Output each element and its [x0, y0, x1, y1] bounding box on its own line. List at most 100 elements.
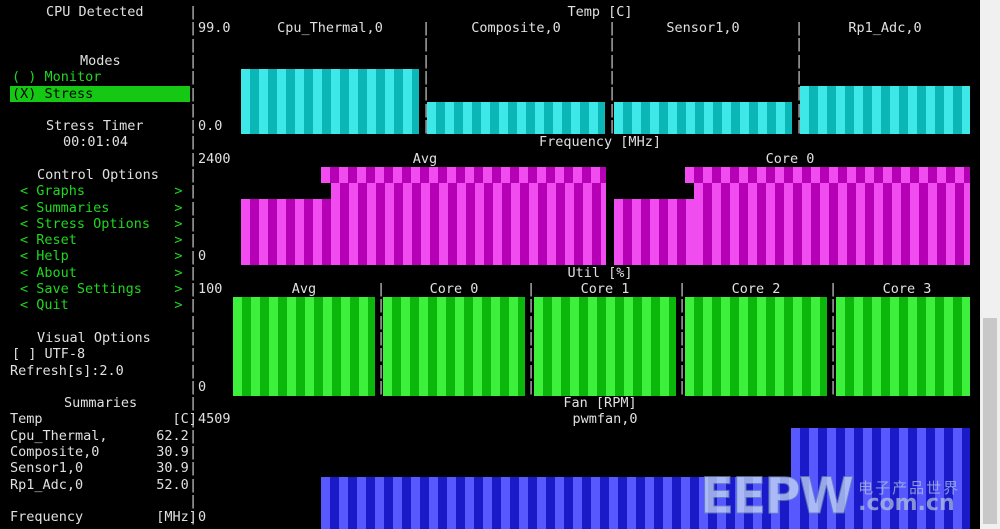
- fan-ymin: 0: [198, 509, 207, 525]
- util-column-separator: |: [527, 362, 536, 379]
- util-column-separator: |: [377, 378, 386, 395]
- temp-bar-sensor1: [614, 102, 792, 134]
- sidebar-divider-pipe: |: [189, 36, 198, 53]
- util-column-separator: |: [377, 329, 386, 346]
- mode-stress-radio[interactable]: (X) Stress: [10, 86, 190, 103]
- util-column-separator: |: [678, 362, 687, 379]
- sidebar-divider-pipe: |: [189, 297, 198, 314]
- visual-options-title: Visual Options: [37, 330, 151, 346]
- util-column-separator: |: [678, 297, 687, 314]
- sidebar-divider-pipe: |: [189, 509, 198, 526]
- util-bar-core3: [836, 297, 970, 396]
- sidebar-divider-pipe: |: [189, 395, 198, 412]
- util-bar-core1: [534, 297, 676, 396]
- menu-quit[interactable]: < Quit >: [20, 297, 183, 313]
- util-column-separator: |: [527, 346, 536, 363]
- temp-label-rp1-adc: Rp1_Adc,0: [848, 20, 922, 36]
- util-column-separator: |: [829, 313, 838, 330]
- summary-freq-header: Frequency [MHz]: [10, 509, 197, 525]
- menu-about[interactable]: < About >: [20, 265, 183, 281]
- temp-column-separator: |: [422, 101, 431, 118]
- summary-temp-row: Cpu_Thermal, 62.2: [10, 428, 189, 444]
- temp-column-separator: |: [795, 68, 804, 85]
- stress-timer-title: Stress Timer: [46, 118, 144, 134]
- temp-column-separator: |: [795, 52, 804, 69]
- sidebar-divider-pipe: |: [189, 134, 198, 151]
- temp-column-separator: |: [422, 85, 431, 102]
- sidebar-divider-pipe: |: [189, 52, 198, 69]
- temp-label-sensor1: Sensor1,0: [666, 20, 740, 36]
- temp-label-cpu-thermal: Cpu_Thermal,0: [277, 20, 383, 36]
- util-ymin: 0: [198, 379, 207, 395]
- util-label-core1: Core 1: [580, 281, 630, 297]
- util-graph-title: Util [%]: [567, 265, 633, 281]
- util-column-separator: |: [678, 329, 687, 346]
- watermark-url-text: .com.cn: [858, 491, 955, 516]
- summaries-title: Summaries: [64, 395, 138, 411]
- scrollbar-thumb[interactable]: [983, 318, 997, 524]
- freq-core0-history-bar: [614, 199, 694, 265]
- sidebar-divider-pipe: |: [189, 248, 198, 265]
- summary-temp-row: Rp1_Adc,0 52.0: [10, 477, 189, 493]
- freq-ymin: 0: [198, 248, 207, 264]
- util-column-separator: |: [678, 346, 687, 363]
- temp-column-separator: |: [795, 36, 804, 53]
- util-column-separator: |: [678, 281, 687, 297]
- sidebar-divider-pipe: |: [189, 69, 198, 86]
- refresh-rate[interactable]: Refresh[s]:2.0: [10, 363, 124, 379]
- watermark-logo-text: EEPW: [699, 466, 854, 525]
- sidebar-divider-pipe: |: [189, 476, 198, 493]
- sidebar-divider-pipe: |: [189, 411, 198, 428]
- util-label-core0: Core 0: [429, 281, 479, 297]
- sidebar-divider-pipe: |: [189, 167, 198, 183]
- util-column-separator: |: [527, 378, 536, 395]
- sidebar-divider-pipe: |: [189, 20, 198, 37]
- freq-graph-title: Frequency [MHz]: [539, 134, 661, 150]
- vertical-scrollbar[interactable]: [980, 0, 1000, 529]
- control-options-title: Control Options: [37, 167, 159, 183]
- util-column-separator: |: [829, 378, 838, 395]
- summary-temp-header: Temp [C]: [10, 411, 197, 427]
- mode-monitor-radio[interactable]: ( ) Monitor: [12, 69, 102, 85]
- freq-avg-history-bar: [321, 167, 606, 183]
- util-column-separator: |: [527, 297, 536, 314]
- temp-column-separator: |: [608, 117, 617, 134]
- util-column-separator: |: [829, 346, 838, 363]
- menu-graphs[interactable]: < Graphs >: [20, 183, 183, 199]
- sidebar-divider-pipe: |: [189, 232, 198, 249]
- menu-save-settings[interactable]: < Save Settings >: [20, 281, 183, 297]
- util-column-separator: |: [829, 281, 838, 297]
- menu-reset[interactable]: < Reset >: [20, 232, 183, 248]
- util-column-separator: |: [678, 313, 687, 330]
- util-bar-avg: [233, 297, 375, 396]
- menu-help[interactable]: < Help >: [20, 248, 183, 264]
- sidebar-divider-pipe: |: [189, 444, 198, 461]
- sidebar-divider-pipe: |: [189, 362, 198, 379]
- temp-column-separator: |: [422, 52, 431, 69]
- util-bar-core2: [685, 297, 827, 396]
- sidebar-divider-pipe: |: [189, 346, 198, 363]
- temp-column-separator: |: [608, 85, 617, 102]
- summary-temp-row: Sensor1,0 30.9: [10, 460, 189, 476]
- temp-bar-rp1-adc: [800, 86, 970, 134]
- util-column-separator: |: [377, 362, 386, 379]
- freq-label-core0: Core 0: [765, 151, 815, 167]
- utf8-checkbox[interactable]: [ ] UTF-8: [12, 346, 86, 362]
- temp-column-separator: |: [422, 68, 431, 85]
- util-bar-core0: [383, 297, 525, 396]
- temp-column-separator: |: [608, 36, 617, 53]
- freq-ymax: 2400: [198, 151, 231, 167]
- temp-column-separator: |: [795, 85, 804, 102]
- temp-ymax: 99.0: [198, 20, 231, 36]
- util-column-separator: |: [829, 329, 838, 346]
- sidebar-divider-pipe: |: [189, 378, 198, 395]
- temp-column-separator: |: [795, 101, 804, 118]
- menu-summaries[interactable]: < Summaries >: [20, 200, 183, 216]
- menu-stress-options[interactable]: < Stress Options >: [20, 216, 183, 232]
- temp-column-separator: |: [608, 101, 617, 118]
- util-column-separator: |: [527, 313, 536, 330]
- util-column-separator: |: [829, 297, 838, 314]
- util-column-separator: |: [527, 329, 536, 346]
- sidebar-divider-pipe: |: [189, 460, 198, 477]
- sidebar-divider-pipe: |: [189, 264, 198, 281]
